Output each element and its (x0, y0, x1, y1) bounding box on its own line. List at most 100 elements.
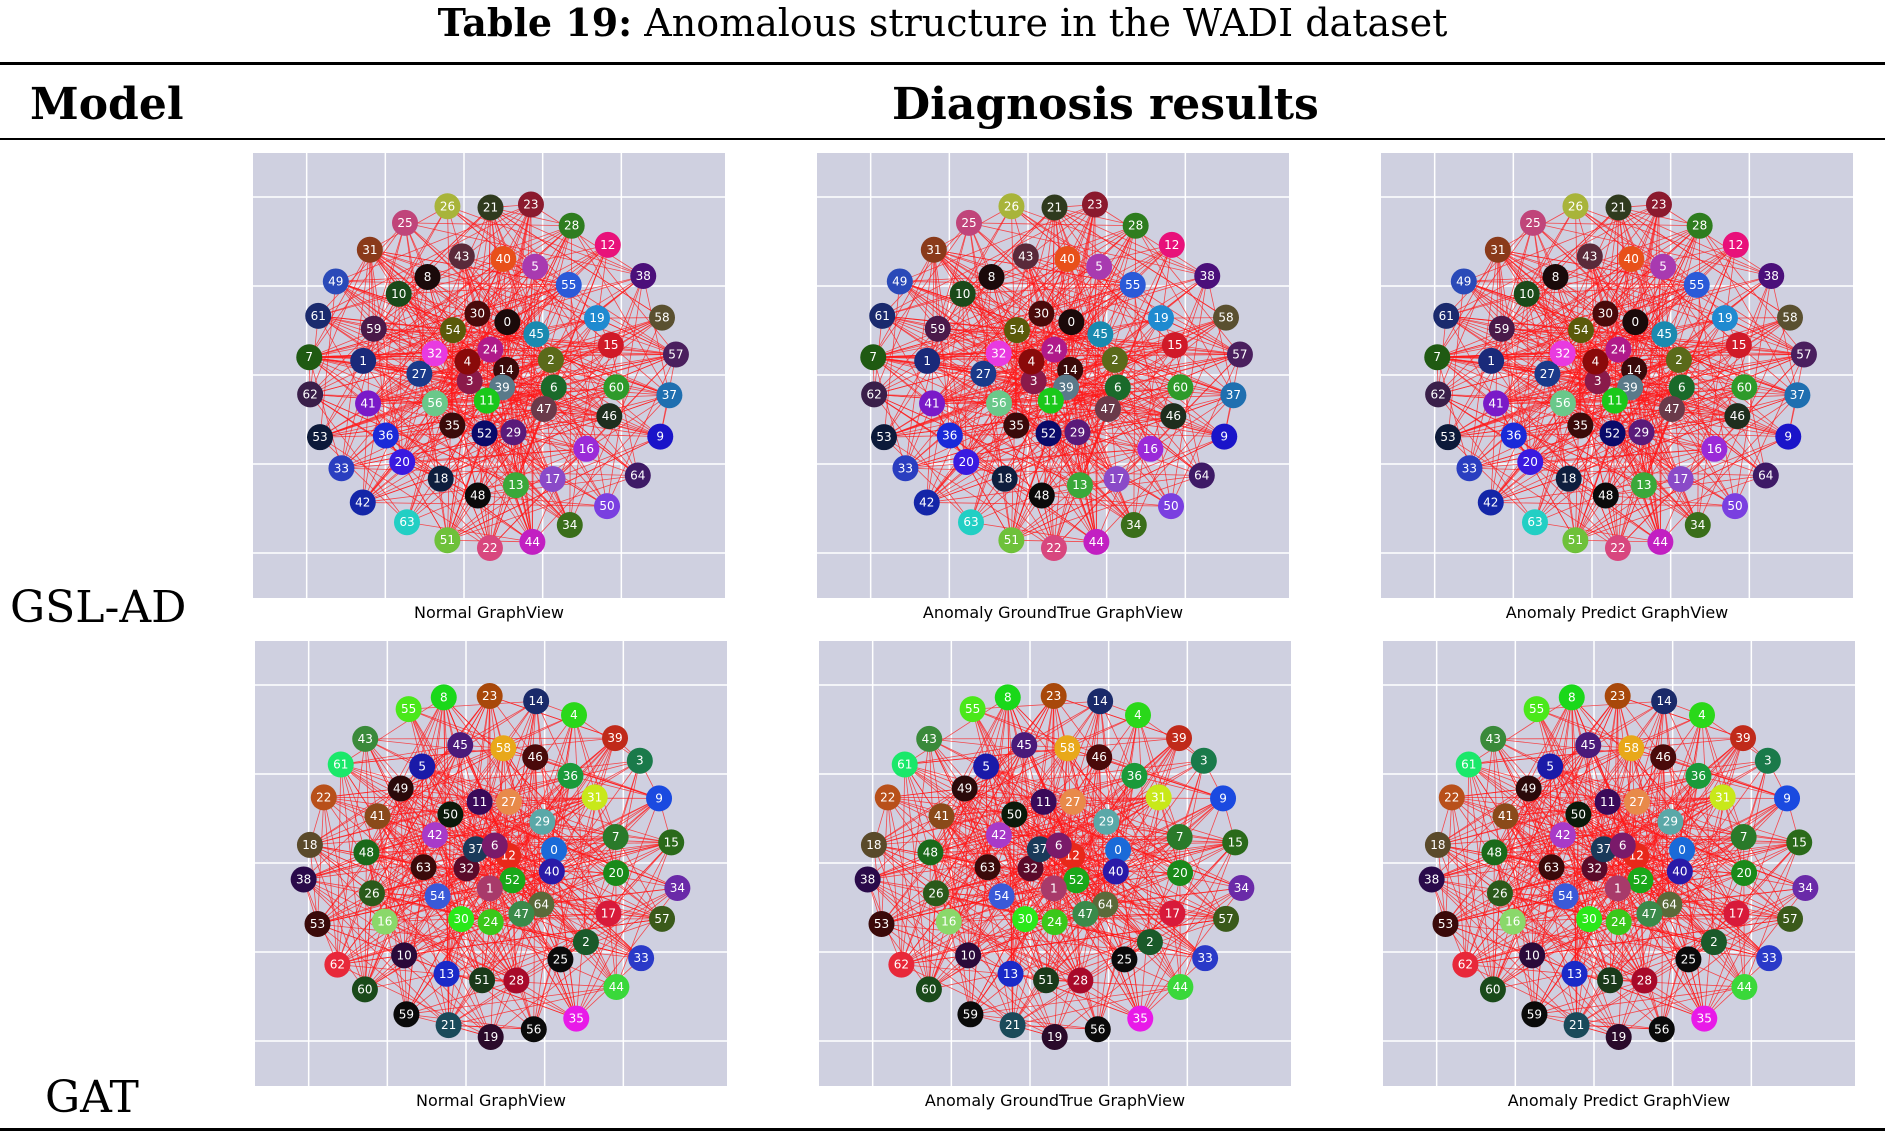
graph-edge (1437, 844, 1494, 990)
graph-edge (1618, 207, 1791, 318)
graph-node: 59 (393, 1001, 420, 1028)
graph-node: 35 (563, 1005, 590, 1032)
graph-edge (461, 256, 608, 507)
graph-edge (1536, 708, 1632, 749)
graph-node-label: 64 (1194, 469, 1209, 483)
graph-node: 9 (1211, 423, 1238, 450)
graph-node-label: 14 (529, 694, 544, 708)
graph-node-label: 25 (1117, 952, 1132, 966)
graph-node-label: 52 (505, 873, 520, 887)
graph-node: 22 (874, 784, 901, 811)
graph-node: 31 (1709, 784, 1736, 811)
graph-node-circle (1651, 321, 1678, 348)
graph-node-circle (481, 832, 508, 859)
graph-node: 64 (1188, 462, 1215, 489)
graph-node-label: 25 (1681, 952, 1696, 966)
graph-node: 19 (1711, 305, 1738, 332)
graph-node-circle (583, 305, 610, 332)
graph-node: 3 (1190, 747, 1217, 774)
graph-node: 41 (1483, 390, 1510, 417)
graph-node-label: 50 (1007, 807, 1022, 821)
graph-edge (366, 796, 595, 853)
graph-node-label: 64 (534, 898, 549, 912)
graph-node-label: 2 (1111, 353, 1119, 367)
graph-node: 33 (328, 455, 355, 482)
graph-node: 41 (928, 803, 955, 830)
graph-node-circle (1722, 493, 1749, 520)
graph-node-circle (957, 509, 984, 536)
graph-edge (1512, 842, 1800, 922)
graph-edge (1534, 521, 1661, 543)
graph-node-circle (1030, 788, 1057, 815)
graph-node-circle (1618, 735, 1645, 762)
graph-node: 30 (1028, 300, 1055, 327)
graph-edge (930, 796, 1159, 853)
graph-node-circle (602, 725, 629, 752)
graph-node: 0 (541, 837, 568, 864)
graph-node-label: 54 (445, 323, 460, 337)
graph-edge (1534, 448, 1715, 523)
graph-node-label: 26 (1004, 199, 1019, 213)
graph-node-label: 31 (587, 790, 602, 804)
graph-edge (962, 293, 967, 462)
graph-node: 36 (1685, 762, 1712, 789)
graph-edge (406, 980, 517, 1015)
graph-node-circle (1094, 395, 1121, 422)
graph-node: 57 (1790, 341, 1817, 368)
graph-node: 60 (1479, 976, 1506, 1003)
graph-edge (1495, 258, 1632, 404)
graph-edge (1437, 844, 1501, 894)
graph-node-label: 35 (445, 418, 460, 432)
graph-edge (1431, 879, 1577, 1026)
graph-edge (941, 815, 1002, 897)
graph-node-circle (350, 347, 377, 374)
graph-node-circle (1093, 808, 1120, 835)
graph-node-circle (1433, 302, 1460, 329)
graph-node: 33 (1192, 945, 1219, 972)
graph-node-label: 1 (1050, 881, 1058, 895)
graph-node-label: 39 (1735, 731, 1750, 745)
graph-edge (970, 1013, 1098, 1030)
graph-node-label: 9 (1783, 791, 1791, 805)
graph-node-circle (517, 191, 544, 218)
graph-node: 27 (1623, 788, 1650, 815)
graph-node-label: 21 (1047, 201, 1062, 215)
graph-node-label: 3 (1030, 374, 1038, 388)
graph-node: 24 (477, 336, 504, 363)
graph-edge (427, 276, 610, 417)
graph-node-label: 3 (636, 754, 644, 768)
graph-node-label: 52 (477, 426, 492, 440)
graph-node-circle (1041, 909, 1068, 936)
graph-edge (1494, 796, 1723, 853)
graph-node-label: 21 (483, 201, 498, 215)
graph-svg: 21 23281238585737964503444225163423353627… (253, 153, 725, 598)
graph-node-label: 60 (1737, 380, 1752, 394)
graph-node: 50 (1722, 493, 1749, 520)
graph-node-label: 22 (1046, 541, 1061, 555)
graph-node-circle (1622, 309, 1649, 336)
graph-node-circle (1538, 854, 1565, 881)
graph-node-label: 46 (602, 409, 617, 423)
graph-node: 8 (978, 263, 1005, 290)
graph-node-circle (1041, 336, 1068, 363)
graph-node-circle (1211, 423, 1238, 450)
graph-node-label: 50 (1571, 807, 1586, 821)
graph-node-circle (1121, 762, 1148, 789)
graph-edge (991, 276, 1174, 417)
graph-edge (1589, 256, 1736, 507)
graph-node-circle (1776, 304, 1803, 331)
graph-node-label: 53 (310, 917, 325, 931)
graph-node: 37 (1220, 382, 1247, 409)
graph-node-circle (409, 753, 436, 780)
graph-node: 62 (861, 381, 888, 408)
graph-node-label: 11 (1036, 795, 1051, 809)
graph-node: 15 (1222, 829, 1249, 856)
graph-edge (1576, 980, 1645, 1026)
graph-node-circle (870, 424, 897, 451)
graph-node-label: 43 (454, 249, 469, 263)
graph-edge (1492, 738, 1506, 817)
graph-node-label: 60 (921, 982, 936, 996)
graph-node-circle (626, 747, 653, 774)
graph-node-label: 37 (662, 388, 677, 402)
graph-edge (616, 842, 672, 988)
